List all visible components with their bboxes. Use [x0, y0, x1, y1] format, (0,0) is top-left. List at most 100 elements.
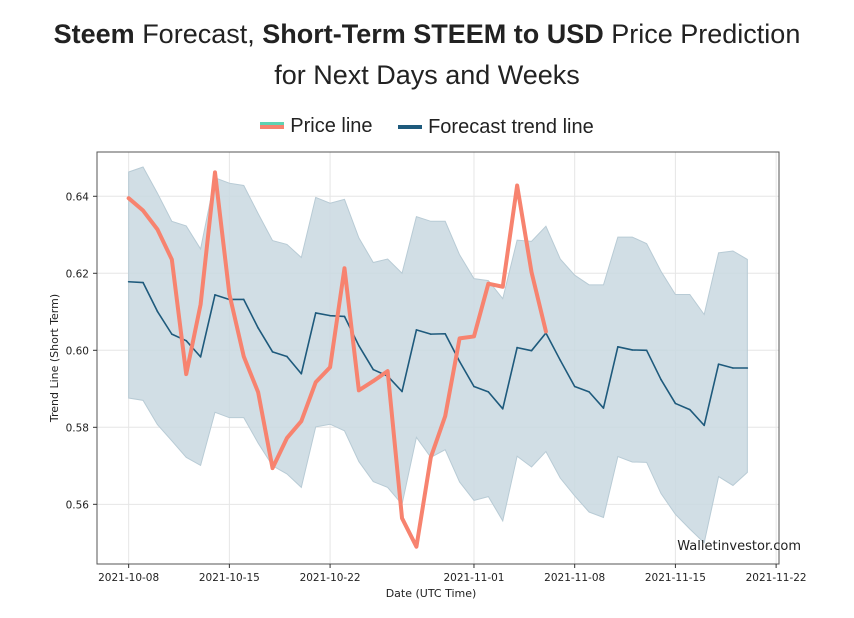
forecast-point-12	[300, 372, 303, 375]
price-point-10	[271, 466, 275, 470]
forecast-point-23	[458, 360, 461, 363]
x-tick-label-6: 2021-11-22	[746, 572, 807, 584]
x-tick-label-3: 2021-11-01	[443, 572, 504, 584]
y-tick-label-3: 0.62	[66, 268, 89, 280]
price-line	[126, 170, 548, 549]
price-point-9	[256, 390, 260, 394]
price-point-25	[486, 282, 490, 286]
y-tick-label-1: 0.58	[66, 422, 89, 434]
title-bold-pair: Short-Term STEEM to USD	[262, 19, 604, 49]
price-point-24	[472, 334, 476, 338]
title-text-prediction: Price Prediction	[603, 19, 801, 49]
legend-item-forecast: Forecast trend line	[398, 116, 594, 139]
forecast-point-34	[617, 346, 619, 348]
price-point-8	[242, 354, 246, 358]
forecast-point-11	[286, 355, 288, 358]
forecast-point-38	[674, 402, 677, 405]
price-point-21	[429, 455, 433, 459]
price-line-swatch-icon	[260, 122, 285, 129]
forecast-point-8	[242, 298, 245, 301]
y-tick-label-0: 0.56	[66, 499, 90, 511]
price-point-13	[314, 380, 318, 384]
forecast-point-25	[487, 391, 490, 393]
forecast-line-swatch-icon	[398, 125, 423, 129]
forecast-point-21	[430, 333, 432, 335]
price-point-27	[515, 183, 519, 187]
forecast-point-3	[171, 333, 173, 335]
y-axis-label: Trend Line (Short Term)	[48, 294, 61, 423]
price-point-2	[155, 227, 159, 231]
forecast-point-4	[185, 339, 188, 342]
forecast-point-10	[271, 351, 274, 353]
forecast-point-43	[746, 367, 749, 369]
forecast-point-36	[645, 349, 648, 352]
price-point-12	[299, 419, 303, 423]
x-tick-label-2: 2021-10-22	[300, 572, 361, 584]
forecast-point-39	[688, 408, 691, 411]
forecast-point-35	[631, 349, 634, 351]
forecast-point-0	[127, 280, 130, 283]
forecast-point-20	[415, 329, 418, 331]
price-point-7	[227, 292, 231, 296]
forecast-point-42	[732, 367, 734, 369]
price-point-6	[213, 170, 217, 174]
forecast-point-16	[358, 344, 360, 347]
price-point-22	[443, 414, 447, 418]
forecast-point-27	[516, 346, 518, 349]
forecast-point-14	[329, 314, 331, 317]
forecast-point-17	[372, 368, 375, 371]
price-point-19	[400, 516, 404, 520]
chart-legend: Price line Forecast trend line	[0, 112, 854, 139]
forecast-point-19	[401, 390, 403, 393]
price-point-11	[285, 436, 289, 440]
title-line-2: for Next Days and Weeks	[274, 60, 580, 90]
title-line-1: Steem Forecast, Short-Term STEEM to USD …	[0, 14, 854, 55]
price-point-23	[458, 336, 462, 340]
title-text-forecast: Forecast,	[134, 19, 263, 49]
price-point-1	[141, 209, 145, 213]
price-point-29	[544, 329, 548, 333]
forecast-point-6	[214, 294, 216, 296]
forecast-point-28	[530, 349, 533, 352]
y-tick-label-4: 0.64	[66, 191, 90, 203]
forecast-point-9	[257, 327, 259, 329]
price-point-16	[357, 388, 361, 392]
forecast-point-26	[501, 408, 504, 410]
y-tick-label-2: 0.60	[66, 345, 89, 357]
watermark-text: Walletinvestor.com	[677, 539, 801, 554]
price-point-26	[501, 285, 505, 289]
x-tick-label-1: 2021-10-15	[199, 572, 260, 584]
forecast-point-37	[660, 378, 662, 381]
plot-frame	[96, 151, 780, 565]
price-point-15	[342, 266, 346, 270]
price-point-18	[386, 369, 390, 373]
forecast-point-31	[573, 385, 576, 388]
title-bold-coin: Steem	[53, 19, 135, 49]
x-axis-label: Date (UTC Time)	[386, 587, 477, 600]
plot-series-group	[126, 166, 749, 549]
forecast-point-41	[717, 363, 720, 365]
price-point-5	[199, 302, 203, 306]
x-tick-label-0: 2021-10-08	[98, 572, 159, 584]
legend-label-price: Price line	[290, 115, 373, 137]
forecast-point-2	[156, 310, 159, 313]
legend-item-price: Price line	[260, 115, 373, 138]
x-tick-label-5: 2021-11-15	[645, 572, 706, 584]
price-point-0	[127, 196, 131, 200]
forecast-point-24	[473, 385, 475, 388]
forecast-point-30	[559, 359, 562, 362]
price-point-28	[530, 270, 534, 274]
chart-title: Steem Forecast, Short-Term STEEM to USD …	[0, 14, 854, 96]
price-point-3	[170, 257, 174, 261]
legend-label-forecast: Forecast trend line	[428, 115, 594, 138]
forecast-point-13	[314, 312, 317, 314]
forecast-point-1	[142, 281, 144, 284]
forecast-point-40	[703, 424, 705, 427]
forecast-point-5	[199, 356, 202, 358]
forecast-point-33	[602, 407, 605, 409]
price-point-4	[184, 372, 188, 376]
forecast-point-15	[343, 315, 346, 318]
forecast-point-32	[588, 391, 590, 393]
forecast-point-22	[444, 332, 446, 335]
